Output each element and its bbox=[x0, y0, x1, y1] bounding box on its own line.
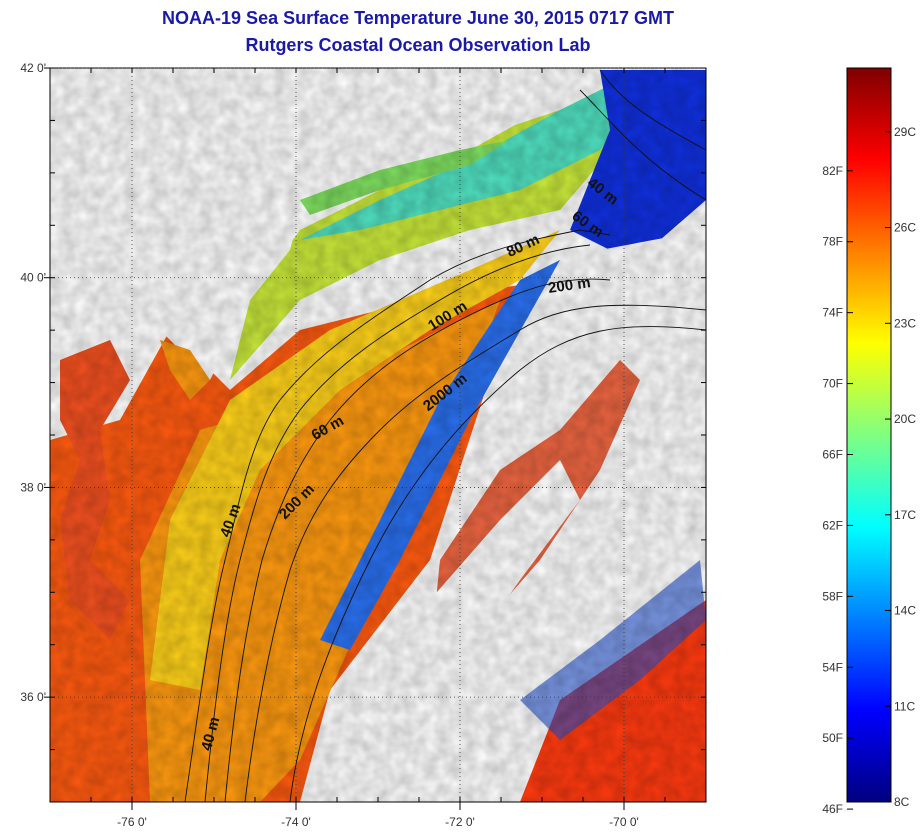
fahrenheit-tick-label: 82F bbox=[822, 164, 843, 178]
fahrenheit-tick-label: 54F bbox=[822, 660, 843, 674]
lon-tick-label: -76 0' bbox=[117, 815, 147, 829]
fahrenheit-tick-label: 74F bbox=[822, 306, 843, 320]
celsius-tick-label: 14C bbox=[894, 604, 916, 618]
map-title: NOAA-19 Sea Surface Temperature June 30,… bbox=[162, 8, 674, 28]
lat-tick-label: 40 0' bbox=[20, 271, 46, 285]
lon-tick-label: -74 0' bbox=[281, 815, 311, 829]
celsius-tick-label: 17C bbox=[894, 508, 916, 522]
fahrenheit-tick-label: 58F bbox=[822, 589, 843, 603]
fahrenheit-tick-label: 46F bbox=[822, 802, 843, 816]
celsius-tick-label: 29C bbox=[894, 125, 916, 139]
celsius-tick-label: 26C bbox=[894, 221, 916, 235]
lon-tick-label: -70 0' bbox=[609, 815, 639, 829]
texture-overlay bbox=[50, 68, 706, 802]
lon-tick-label: -72 0' bbox=[445, 815, 475, 829]
fahrenheit-tick-label: 78F bbox=[822, 235, 843, 249]
celsius-tick-label: 8C bbox=[894, 795, 910, 809]
fahrenheit-tick-label: 62F bbox=[822, 518, 843, 532]
lat-tick-label: 36 0' bbox=[20, 690, 46, 704]
axis-ticks: -76 0' -74 0' -72 0' -70 0' 42 0' 40 0' 38 0' 3… bbox=[20, 61, 707, 829]
lat-tick-label: 38 0' bbox=[20, 480, 46, 494]
map-subtitle: Rutgers Coastal Ocean Observation Lab bbox=[245, 35, 591, 55]
celsius-tick-label: 20C bbox=[894, 412, 916, 426]
fahrenheit-tick-label: 50F bbox=[822, 731, 843, 745]
colorbar-ticks: 29C 26C 23C 20C 17C 14C 11C 8C 82F 78F 74F 70F 66F 62… bbox=[822, 125, 916, 816]
colorbar-gradient bbox=[846, 67, 892, 803]
lat-tick-label: 42 0' bbox=[20, 61, 46, 75]
celsius-tick-label: 23C bbox=[894, 316, 916, 330]
bathymetry-contours bbox=[184, 69, 706, 802]
celsius-tick-label: 11C bbox=[894, 699, 915, 713]
depth-contour-label: 200 m bbox=[547, 274, 591, 297]
fahrenheit-tick-label: 66F bbox=[822, 448, 843, 462]
fahrenheit-tick-label: 70F bbox=[822, 377, 843, 391]
